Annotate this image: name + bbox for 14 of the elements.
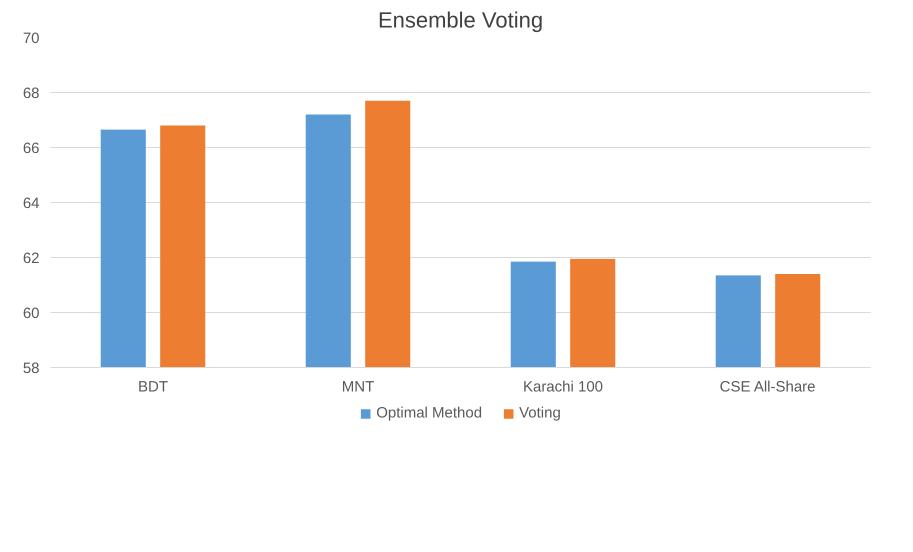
y-tick-label: 58 [22,360,40,377]
y-tick-label: 68 [22,85,40,102]
chart-title: Ensemble Voting [378,8,544,32]
x-tick-label: MNT [342,378,374,396]
y-tick-label: 70 [22,30,40,47]
x-tick-label: CSE All-Share [720,378,816,396]
y-tick-label: 62 [22,250,40,267]
legend-label: Optimal Method [376,404,482,422]
y-tick-label: 60 [22,305,40,322]
y-tick-label: 66 [22,140,40,157]
y-tick-label: 64 [22,195,40,212]
legend-label: Voting [519,404,561,422]
x-tick-label: Karachi 100 [522,378,604,396]
x-tick-label: BDT [138,378,168,396]
